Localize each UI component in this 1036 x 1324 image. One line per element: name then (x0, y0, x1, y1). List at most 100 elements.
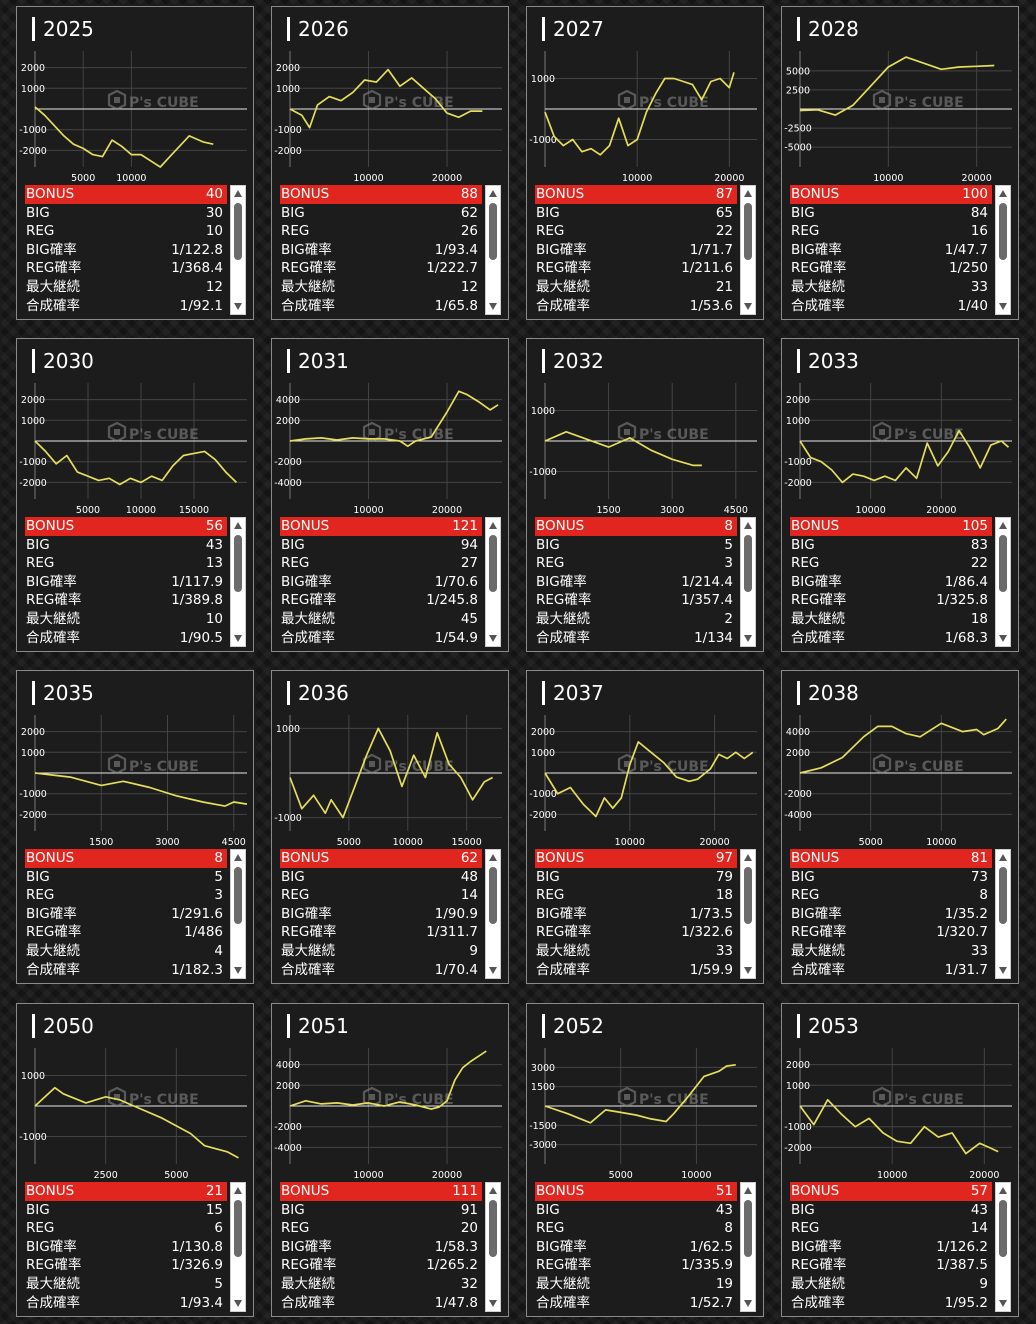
scroll-down-arrow-icon[interactable] (744, 303, 752, 310)
scroll-up-arrow-icon[interactable] (234, 854, 242, 861)
scroll-thumb[interactable] (999, 1200, 1007, 1257)
machine-number: 2030 (32, 349, 94, 373)
machine-card-2028[interactable]: 2028 P's CUBE 5000 2500 -2500 -5000 10000 20000… (781, 6, 1019, 320)
scroll-up-arrow-icon[interactable] (999, 1187, 1007, 1194)
scroll-down-arrow-icon[interactable] (999, 635, 1007, 642)
stats-scrollbar[interactable] (995, 185, 1011, 315)
scroll-down-arrow-icon[interactable] (999, 967, 1007, 974)
scroll-down-arrow-icon[interactable] (999, 303, 1007, 310)
machine-card-2035[interactable]: 2035 P's CUBE 2000 1000 -1000 -2000 1500 3000 45… (16, 670, 254, 984)
stats-scrollbar[interactable] (995, 849, 1011, 979)
stats-scrollbar[interactable] (485, 849, 501, 979)
scroll-thumb[interactable] (999, 535, 1007, 592)
y-tick-label: -1000 (19, 1132, 47, 1143)
scroll-down-arrow-icon[interactable] (744, 635, 752, 642)
stats-scrollbar[interactable] (485, 517, 501, 647)
scroll-up-arrow-icon[interactable] (744, 854, 752, 861)
x-tick-label: 5000 (859, 837, 883, 848)
stat-value: 5 (214, 868, 223, 885)
scroll-thumb[interactable] (744, 1200, 752, 1257)
scroll-up-arrow-icon[interactable] (744, 1187, 752, 1194)
stats-scrollbar[interactable] (740, 849, 756, 979)
scroll-thumb[interactable] (234, 203, 242, 260)
stat-row: REG 8 (535, 1219, 737, 1238)
scroll-down-arrow-icon[interactable] (234, 1300, 242, 1307)
stats-scrollbar[interactable] (230, 185, 246, 315)
stats-scrollbar[interactable] (485, 185, 501, 315)
stats-scrollbar[interactable] (995, 1182, 1011, 1312)
scroll-thumb[interactable] (489, 1200, 497, 1257)
scroll-thumb[interactable] (489, 203, 497, 260)
scroll-up-arrow-icon[interactable] (489, 854, 497, 861)
scroll-down-arrow-icon[interactable] (744, 967, 752, 974)
scroll-up-arrow-icon[interactable] (234, 1187, 242, 1194)
machine-card-2025[interactable]: 2025 P's CUBE 2000 1000 -1000 -2000 5000 10000 B… (16, 6, 254, 320)
stat-label: REG (281, 887, 310, 904)
stats-scrollbar[interactable] (485, 1182, 501, 1312)
machine-card-2053[interactable]: 2053 P's CUBE 2000 1000 -1000 -2000 10000 20000… (781, 1003, 1019, 1317)
machine-card-2026[interactable]: 2026 P's CUBE 2000 1000 -1000 -2000 10000 20000… (271, 6, 509, 320)
scroll-up-arrow-icon[interactable] (744, 522, 752, 529)
stats-scrollbar[interactable] (740, 185, 756, 315)
scroll-up-arrow-icon[interactable] (999, 854, 1007, 861)
stat-value: 13 (205, 555, 223, 572)
machine-card-2037[interactable]: 2037 P's CUBE 2000 1000 -1000 -2000 10000 20000… (526, 670, 764, 984)
machine-card-2052[interactable]: 2052 P's CUBE 3000 1500 -1500 -3000 5000 10000 B… (526, 1003, 764, 1317)
scroll-down-arrow-icon[interactable] (489, 303, 497, 310)
scroll-thumb[interactable] (489, 867, 497, 924)
svg-text:P's CUBE: P's CUBE (639, 95, 709, 111)
stats-table: BONUS 57 BIG 43 REG 14 BIG確率 1/126.2 REG確率 1/387.… (790, 1182, 1012, 1312)
stat-label: BIG確率 (26, 1238, 77, 1255)
machine-card-2033[interactable]: 2033 P's CUBE 2000 1000 -1000 -2000 10000 20000… (781, 338, 1019, 652)
scroll-thumb[interactable] (489, 535, 497, 592)
scroll-down-arrow-icon[interactable] (489, 1300, 497, 1307)
stats-scrollbar[interactable] (740, 517, 756, 647)
machine-card-2036[interactable]: 2036 P's CUBE 1000 -1000 5000 10000 15000 BONUS… (271, 670, 509, 984)
scroll-up-arrow-icon[interactable] (744, 190, 752, 197)
scroll-thumb[interactable] (234, 867, 242, 924)
machine-card-2031[interactable]: 2031 P's CUBE 4000 2000 -2000 -4000 10000 20000… (271, 338, 509, 652)
bonus-row: BONUS 51 (535, 1182, 737, 1201)
scroll-thumb[interactable] (999, 867, 1007, 924)
scroll-thumb[interactable] (234, 1200, 242, 1257)
machine-card-2038[interactable]: 2038 P's CUBE 4000 2000 -2000 -4000 5000 10000 B… (781, 670, 1019, 984)
scroll-up-arrow-icon[interactable] (999, 522, 1007, 529)
stats-scrollbar[interactable] (230, 849, 246, 979)
stat-row: REG確率 1/387.5 (790, 1256, 992, 1275)
slump-line (289, 727, 493, 819)
scroll-down-arrow-icon[interactable] (744, 1300, 752, 1307)
machine-card-2027[interactable]: 2027 P's CUBE 1000 -1000 10000 20000 BONUS 87 BI… (526, 6, 764, 320)
scroll-thumb[interactable] (744, 867, 752, 924)
scroll-up-arrow-icon[interactable] (489, 190, 497, 197)
stat-row: BIG 30 (25, 204, 227, 223)
scroll-thumb[interactable] (744, 535, 752, 592)
scroll-thumb[interactable] (999, 203, 1007, 260)
stats-scrollbar[interactable] (230, 517, 246, 647)
stats-scrollbar[interactable] (230, 1182, 246, 1312)
scroll-thumb[interactable] (234, 535, 242, 592)
scroll-up-arrow-icon[interactable] (489, 522, 497, 529)
scroll-down-arrow-icon[interactable] (489, 967, 497, 974)
scroll-down-arrow-icon[interactable] (234, 635, 242, 642)
scroll-down-arrow-icon[interactable] (999, 1300, 1007, 1307)
stat-label: REG (536, 1220, 565, 1237)
scroll-up-arrow-icon[interactable] (999, 190, 1007, 197)
machine-card-2030[interactable]: 2030 P's CUBE 2000 1000 -1000 -2000 5000 10000 1… (16, 338, 254, 652)
slump-line (34, 772, 248, 807)
scroll-down-arrow-icon[interactable] (234, 303, 242, 310)
stat-label: BIG (791, 868, 815, 885)
stats-scrollbar[interactable] (740, 1182, 756, 1312)
scroll-up-arrow-icon[interactable] (234, 522, 242, 529)
machine-number: 2032 (542, 349, 604, 373)
machine-card-2032[interactable]: 2032 P's CUBE 1000 -1000 1500 3000 4500 BONUS 8 B… (526, 338, 764, 652)
stats-scrollbar[interactable] (995, 517, 1011, 647)
machine-card-2051[interactable]: 2051 P's CUBE 4000 2000 -2000 -4000 10000 20000… (271, 1003, 509, 1317)
scroll-down-arrow-icon[interactable] (234, 967, 242, 974)
scroll-thumb[interactable] (744, 203, 752, 260)
scroll-up-arrow-icon[interactable] (234, 190, 242, 197)
machine-number: 2038 (797, 681, 859, 705)
machine-card-2050[interactable]: 2050 P's CUBE 1000 -1000 2500 5000 BONUS 21 BIG 1… (16, 1003, 254, 1317)
scroll-down-arrow-icon[interactable] (489, 635, 497, 642)
slump-line (34, 440, 237, 486)
scroll-up-arrow-icon[interactable] (489, 1187, 497, 1194)
